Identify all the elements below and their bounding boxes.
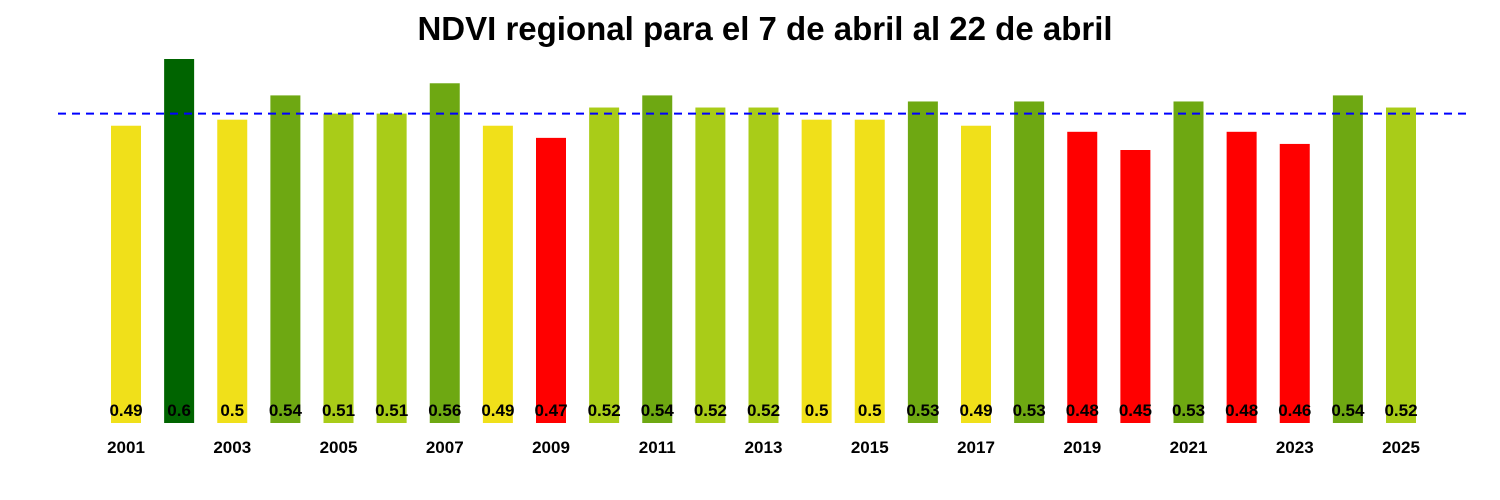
value-label-2014: 0.5 bbox=[805, 401, 829, 420]
value-label-2016: 0.53 bbox=[906, 401, 939, 420]
value-label-2004: 0.54 bbox=[269, 401, 303, 420]
bar-2011 bbox=[642, 95, 673, 424]
bar-2003 bbox=[217, 119, 248, 424]
value-label-2006: 0.51 bbox=[375, 401, 408, 420]
value-label-2019: 0.48 bbox=[1066, 401, 1099, 420]
bar-2005 bbox=[323, 113, 354, 423]
bar-2001 bbox=[111, 125, 141, 423]
value-label-2005: 0.51 bbox=[322, 401, 355, 420]
bar-2018 bbox=[1014, 101, 1045, 423]
value-label-2018: 0.53 bbox=[1013, 401, 1046, 420]
value-label-2011: 0.54 bbox=[641, 401, 675, 420]
value-label-2017: 0.49 bbox=[959, 401, 992, 420]
bar-2020 bbox=[1120, 150, 1151, 423]
bar-2002 bbox=[164, 59, 195, 423]
x-tick-label-2003: 2003 bbox=[213, 438, 251, 457]
chart-title: NDVI regional para el 7 de abril al 22 d… bbox=[417, 10, 1113, 47]
value-label-2002: 0.6 bbox=[167, 401, 191, 420]
bar-2023 bbox=[1279, 143, 1310, 423]
bar-2014 bbox=[801, 119, 832, 424]
value-label-2008: 0.49 bbox=[481, 401, 514, 420]
value-label-2003: 0.5 bbox=[220, 401, 244, 420]
bar-2019 bbox=[1067, 131, 1098, 424]
bar-2006 bbox=[376, 113, 407, 423]
value-label-2013: 0.52 bbox=[747, 401, 780, 420]
x-tick-label-2015: 2015 bbox=[851, 438, 889, 457]
x-tick-label-2021: 2021 bbox=[1170, 438, 1208, 457]
bar-2017 bbox=[961, 125, 991, 423]
x-tick-label-2009: 2009 bbox=[532, 438, 570, 457]
bar-2024 bbox=[1332, 95, 1363, 424]
value-label-2020: 0.45 bbox=[1119, 401, 1152, 420]
value-label-2007: 0.56 bbox=[428, 401, 461, 420]
bar-2004 bbox=[270, 95, 301, 424]
bar-2009 bbox=[536, 137, 566, 423]
value-label-2025: 0.52 bbox=[1384, 401, 1417, 420]
value-label-2001: 0.49 bbox=[109, 401, 142, 420]
x-tick-label-2025: 2025 bbox=[1382, 438, 1420, 457]
x-tick-label-2023: 2023 bbox=[1276, 438, 1314, 457]
value-label-2021: 0.53 bbox=[1172, 401, 1205, 420]
x-tick-label-2007: 2007 bbox=[426, 438, 464, 457]
value-label-2010: 0.52 bbox=[588, 401, 621, 420]
bar-2007 bbox=[429, 83, 460, 424]
bar-2022 bbox=[1226, 131, 1257, 424]
value-label-2023: 0.46 bbox=[1278, 401, 1311, 420]
x-tick-label-2005: 2005 bbox=[320, 438, 358, 457]
bar-2012 bbox=[695, 107, 726, 423]
x-tick-label-2001: 2001 bbox=[107, 438, 145, 457]
value-label-2015: 0.5 bbox=[858, 401, 882, 420]
x-tick-label-2017: 2017 bbox=[957, 438, 995, 457]
value-label-2012: 0.52 bbox=[694, 401, 727, 420]
x-tick-label-2013: 2013 bbox=[745, 438, 783, 457]
value-label-2022: 0.48 bbox=[1225, 401, 1258, 420]
x-tick-label-2019: 2019 bbox=[1063, 438, 1101, 457]
bar-2008 bbox=[482, 125, 513, 423]
bar-2025 bbox=[1386, 107, 1416, 423]
bar-2013 bbox=[748, 107, 779, 423]
x-tick-label-2011: 2011 bbox=[639, 438, 676, 457]
value-label-2009: 0.47 bbox=[534, 401, 567, 420]
value-label-2024: 0.54 bbox=[1331, 401, 1365, 420]
bar-2016 bbox=[907, 101, 938, 423]
bar-2015 bbox=[854, 119, 885, 424]
bar-2010 bbox=[589, 107, 620, 423]
bar-2021 bbox=[1173, 101, 1204, 423]
